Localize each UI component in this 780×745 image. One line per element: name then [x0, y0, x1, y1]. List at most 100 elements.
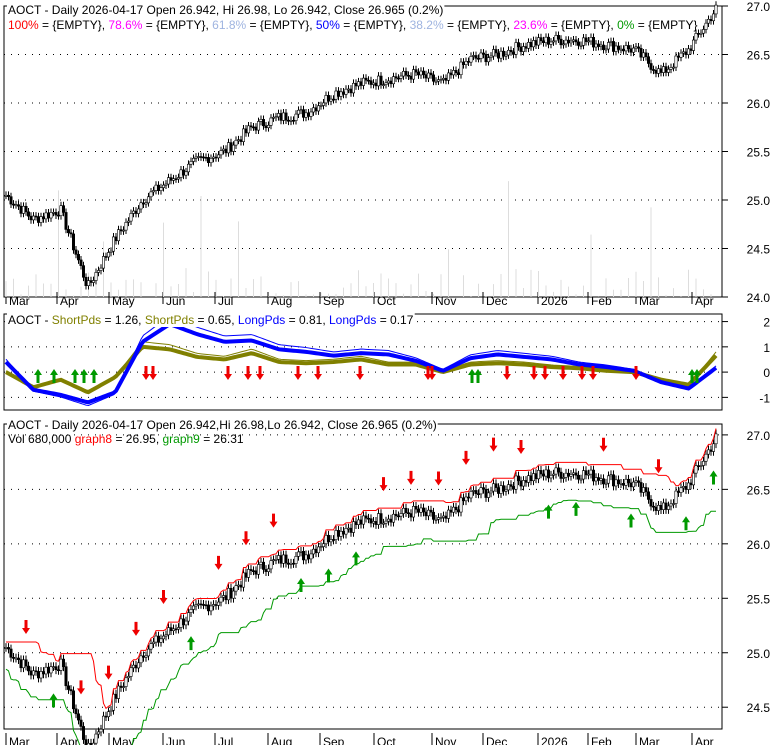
- candle-body: [239, 139, 243, 142]
- candle-body: [149, 191, 153, 198]
- candle-body: [187, 163, 191, 173]
- candle-body: [154, 184, 158, 191]
- candle-body: [701, 460, 705, 466]
- fib-level-value: = {EMPTY},: [340, 18, 410, 32]
- candle-body: [674, 490, 678, 504]
- candle-body: [644, 487, 648, 493]
- candle-body: [531, 40, 535, 48]
- legend-part: = 0.65,: [194, 313, 238, 327]
- sell-arrow-icon: [149, 366, 157, 380]
- candle-body: [219, 150, 223, 156]
- x-tick-label: Apr: [60, 735, 79, 745]
- buy-arrow-icon: [474, 369, 482, 383]
- buy-arrow-icon: [572, 501, 580, 516]
- candle-body: [621, 48, 625, 52]
- candle-body: [26, 211, 30, 217]
- candle-body: [114, 693, 118, 699]
- candle-body: [89, 280, 93, 283]
- candle-body: [516, 42, 520, 48]
- candle-body: [699, 32, 703, 35]
- graph9-line: [5, 499, 716, 745]
- candle-body: [651, 69, 655, 71]
- candle-body: [516, 475, 520, 482]
- candle-body: [31, 215, 35, 221]
- candle-body: [649, 63, 653, 70]
- candle-body: [134, 664, 138, 669]
- candle-body: [671, 66, 675, 69]
- sell-arrow-icon: [517, 439, 525, 454]
- candle-body: [369, 80, 373, 85]
- candle-body: [99, 267, 103, 271]
- candle-body: [56, 214, 60, 217]
- y-tick-label: 26.5: [747, 49, 771, 63]
- candle-body: [464, 61, 468, 65]
- candle-body: [139, 202, 143, 210]
- candle-body: [289, 120, 293, 122]
- fib-level-label: 0%: [617, 18, 635, 32]
- candle-body: [26, 665, 30, 672]
- candle-body: [77, 713, 81, 721]
- candle-body: [242, 572, 246, 588]
- candle-body: [551, 473, 555, 476]
- candle-body: [709, 19, 713, 22]
- candle-body: [629, 48, 633, 53]
- x-tick-label: Mar: [639, 294, 660, 308]
- candle-body: [459, 497, 463, 513]
- candle-body: [124, 677, 128, 687]
- candle-body: [329, 98, 333, 102]
- candle-body: [661, 66, 665, 73]
- candle-body: [242, 128, 246, 142]
- candle-body: [526, 475, 530, 483]
- candle-body: [514, 42, 518, 55]
- candle-body: [461, 61, 465, 65]
- candle-body: [414, 69, 418, 73]
- candle-body: [202, 156, 206, 159]
- y-tick-label: 1: [763, 341, 770, 355]
- sell-arrow-icon: [294, 366, 302, 380]
- candle-body: [584, 37, 588, 42]
- legend-part: = 26.31: [200, 432, 244, 446]
- buy-arrow-icon: [90, 369, 98, 383]
- candle-body: [406, 512, 410, 514]
- candle-body: [51, 666, 55, 668]
- panel-2-title: AOCT - ShortPds = 1.26, ShortPds = 0.65,…: [8, 313, 414, 327]
- x-tick-label: Mar: [9, 735, 30, 745]
- candle-body: [44, 666, 48, 675]
- candle-body: [192, 605, 196, 610]
- buy-arrow-icon: [544, 504, 553, 519]
- candle-body: [344, 88, 348, 95]
- candle-body: [296, 109, 300, 115]
- candle-body: [629, 482, 633, 488]
- candle-body: [54, 212, 58, 216]
- sell-arrow-icon: [77, 680, 85, 695]
- graph8-line: [6, 428, 717, 710]
- candle-body: [341, 530, 345, 535]
- candle-body: [237, 139, 241, 142]
- candle-body: [74, 249, 78, 255]
- candle-body: [391, 513, 395, 523]
- fib-level-label: 100%: [8, 18, 39, 32]
- candle-body: [696, 33, 700, 35]
- y-tick-label: 0: [763, 366, 770, 380]
- legend-part: ShortPds: [145, 313, 194, 327]
- candle-body: [132, 210, 136, 214]
- candle-body: [484, 488, 488, 498]
- candle-body: [299, 109, 303, 111]
- sell-arrow-icon: [269, 513, 278, 528]
- candle-body: [284, 112, 288, 121]
- buy-arrow-icon: [80, 369, 88, 383]
- candle-body: [684, 486, 688, 490]
- candle-body: [679, 487, 683, 493]
- candle-body: [386, 80, 390, 84]
- candle-body: [506, 49, 510, 56]
- candle-body: [87, 742, 91, 745]
- buy-arrow-icon: [709, 470, 718, 485]
- y-tick-label: 24.0: [747, 291, 771, 305]
- candle-body: [252, 570, 256, 572]
- candle-body: [641, 52, 645, 58]
- candle-body: [217, 601, 221, 606]
- candle-body: [679, 52, 683, 58]
- candle-body: [286, 119, 290, 122]
- buy-arrow-icon: [682, 516, 690, 531]
- candle-body: [14, 204, 18, 206]
